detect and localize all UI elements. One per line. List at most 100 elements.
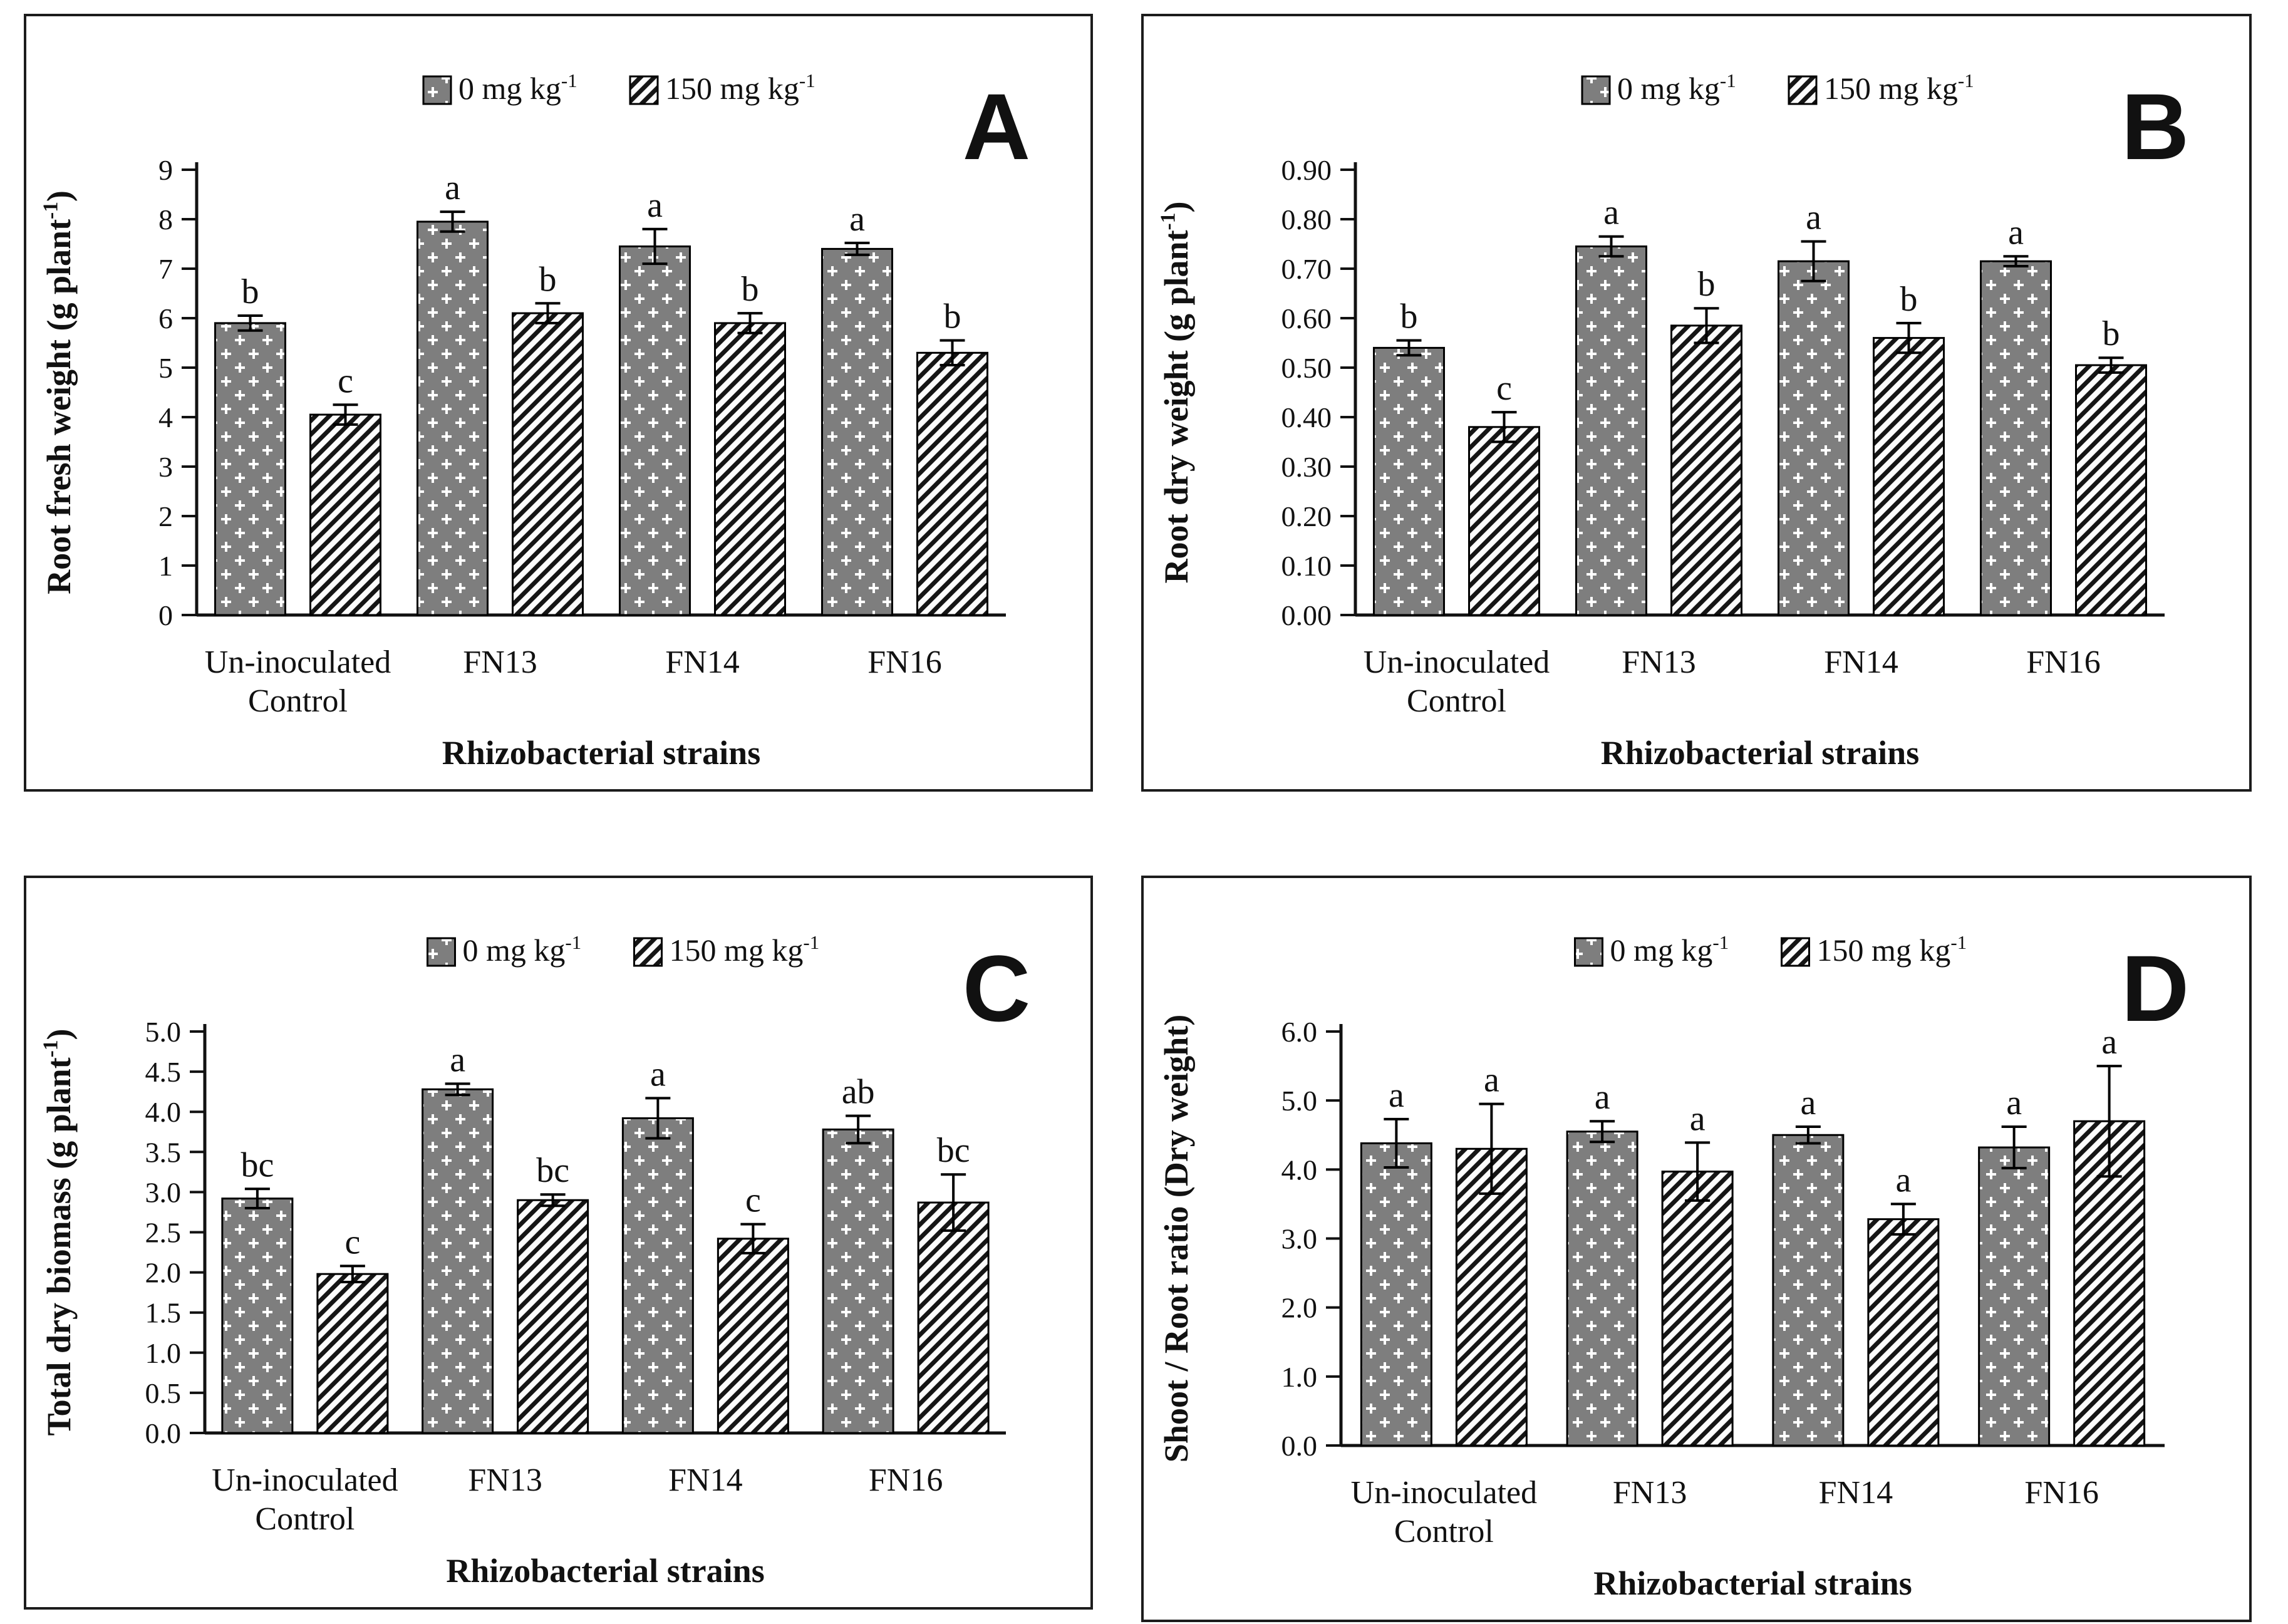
bar-D-150mg-cat1 (1661, 1171, 1734, 1447)
sig-letter: a (2006, 1084, 2022, 1122)
error-bar (846, 1114, 871, 1145)
legend-label-150mg: 150 mg kg-1 (1817, 931, 1967, 968)
y-tick-label: 0.5 (145, 1377, 182, 1409)
y-tick-label: 8 (158, 204, 173, 235)
bar-B-150mg-cat3 (2075, 364, 2147, 616)
error-bar (1694, 307, 1719, 344)
error-bar (737, 312, 763, 334)
x-category-label: Control (1394, 1514, 1494, 1549)
legend-label-150mg: 150 mg kg-1 (1824, 70, 1974, 106)
legend-swatch-150mg (1781, 937, 1810, 967)
x-category-label: Un-inoculated (1364, 644, 1550, 680)
panel-letter: A (963, 74, 1030, 179)
y-tick-label: 0.10 (1281, 550, 1332, 582)
y-tick-label: 2.5 (145, 1217, 182, 1249)
panel-A-chart: 0 1 2 3 4 5 6 7 8 9 Root fresh weight (g plant-1) b… (39, 70, 1030, 772)
x-axis-title: Rhizobacterial strains (1601, 734, 1919, 772)
y-tick-label: 2.0 (1281, 1292, 1318, 1324)
bar-C-0mg-cat3 (822, 1128, 894, 1434)
bar-B-0mg-cat2 (1778, 260, 1850, 616)
sig-letter: a (849, 200, 865, 239)
error-bar (1890, 1202, 1916, 1236)
bar-A-150mg-cat0 (309, 413, 381, 616)
x-category-label: Un-inoculated (212, 1462, 398, 1498)
legend-swatch-150mg (629, 75, 659, 105)
error-bar (1491, 411, 1517, 443)
y-tick-label: 0.40 (1281, 401, 1332, 433)
panel-letter: D (2121, 936, 2189, 1041)
sig-letter: b (742, 270, 759, 309)
y-tick-label: 2.0 (145, 1257, 182, 1289)
y-tick-label: 0.00 (1281, 599, 1332, 631)
sig-letter: a (450, 1040, 465, 1079)
y-tick-label: 6 (158, 303, 173, 334)
sig-letter: bc (937, 1131, 970, 1170)
legend-swatch-0mg (1581, 75, 1611, 105)
bar-A-150mg-cat1 (512, 312, 584, 616)
panel-C: 0.0 0.5 1.0 1.5 2.0 2.5 3.0 3.5 4.0 4.5 5.0 Total d… (24, 876, 1093, 1610)
x-category-label: Control (255, 1501, 355, 1537)
y-tick-label: 5.0 (145, 1016, 182, 1048)
error-bar (339, 1265, 365, 1283)
legend-swatch-150mg (633, 937, 663, 967)
panel-D-chart: 0.0 1.0 2.0 3.0 4.0 5.0 6.0 Shoot / Root ratio … (1157, 931, 2189, 1602)
y-tick-label: 4.0 (1281, 1154, 1318, 1186)
error-bar (645, 1097, 671, 1140)
bar-C-0mg-cat2 (621, 1117, 694, 1434)
sig-letter: b (1698, 265, 1716, 304)
x-category-label: Un-inoculated (1351, 1475, 1537, 1511)
panel-letter: B (2121, 74, 2189, 179)
error-bar (2098, 356, 2124, 374)
y-tick-label: 3.0 (1281, 1223, 1318, 1255)
x-axis-title: Rhizobacterial strains (1593, 1565, 1912, 1602)
sig-letter: a (445, 168, 460, 207)
error-bar (445, 1082, 470, 1097)
sig-letter: a (1800, 1084, 1816, 1122)
legend-swatch-0mg (1574, 937, 1603, 967)
sig-letter: a (1484, 1061, 1499, 1100)
y-axis-title: Total dry biomass (g plant-1) (39, 1029, 78, 1436)
error-bar (1896, 321, 1922, 354)
x-axis-title: Rhizobacterial strains (446, 1552, 764, 1590)
x-category-label: Control (248, 683, 348, 719)
error-bar (1479, 1102, 1504, 1195)
x-category-label: Un-inoculated (205, 644, 391, 680)
sig-letter: ab (842, 1073, 875, 1112)
sig-letter: a (650, 1055, 666, 1094)
y-tick-label: 0.0 (145, 1417, 182, 1449)
x-category-label: FN13 (468, 1462, 542, 1498)
x-category-label: Control (1407, 683, 1506, 719)
y-tick-label: 0.20 (1281, 500, 1332, 532)
error-bar (740, 1223, 766, 1254)
y-tick-label: 6.0 (1281, 1016, 1318, 1048)
error-bar (244, 1187, 270, 1210)
bar-B-0mg-cat3 (1980, 260, 2052, 616)
bar-C-0mg-cat1 (422, 1088, 494, 1434)
bar-B-150mg-cat1 (1670, 324, 1742, 616)
sig-letter: b (2103, 314, 2120, 353)
error-bar (1795, 1125, 1821, 1145)
error-bar (2003, 255, 2029, 268)
sig-letter: a (1595, 1078, 1610, 1117)
sig-letter: b (1400, 297, 1418, 336)
bar-C-150mg-cat1 (517, 1199, 589, 1434)
bar-A-0mg-cat3 (821, 247, 893, 616)
x-category-label: FN14 (1819, 1475, 1893, 1511)
x-category-label: FN16 (2026, 644, 2100, 680)
error-bar (940, 339, 965, 367)
y-tick-label: 4.5 (145, 1056, 182, 1088)
panel-C-chart: 0.0 0.5 1.0 1.5 2.0 2.5 3.0 3.5 4.0 4.5 5.0 Total d… (39, 931, 1030, 1590)
error-bar (941, 1173, 966, 1232)
bar-A-150mg-cat3 (916, 351, 988, 616)
x-category-label: FN16 (869, 1462, 943, 1498)
bar-D-0mg-cat2 (1772, 1134, 1845, 1447)
y-tick-label: 5 (158, 352, 173, 384)
sig-letter: a (2008, 213, 2024, 252)
y-tick-label: 3.0 (145, 1176, 182, 1208)
bar-C-150mg-cat3 (917, 1201, 990, 1434)
sig-letter: b (944, 297, 961, 336)
legend-label-150mg: 150 mg kg-1 (670, 931, 820, 968)
bar-D-0mg-cat0 (1360, 1142, 1432, 1447)
x-category-label: FN16 (867, 644, 941, 680)
panel-B-chart: 0.00 0.10 0.20 0.30 0.40 0.50 0.60 0.70 0.80 0.90… (1156, 70, 2189, 772)
